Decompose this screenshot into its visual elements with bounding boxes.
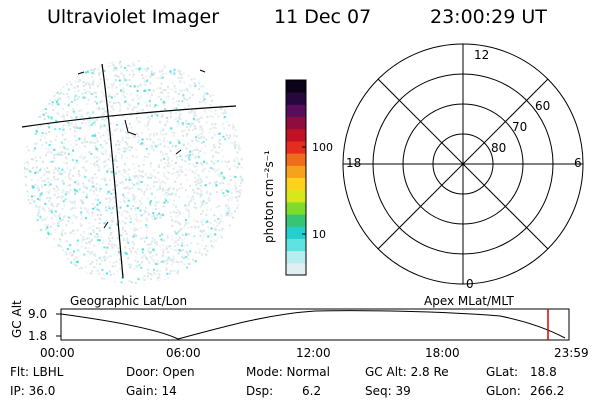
xtick-1800: 18:00: [425, 346, 460, 360]
colorbar-segment: [286, 140, 306, 154]
coastline-fragments: [77, 69, 206, 229]
glon-value: 266.2: [530, 384, 565, 398]
meridian-line: [101, 63, 124, 279]
colorbar-segment: [286, 153, 306, 166]
altitude-curve: [60, 310, 566, 340]
colorbar-segment: [286, 104, 306, 118]
ytick-1-8: 1.8: [28, 329, 48, 343]
colorbar-segment: [286, 189, 306, 203]
geographic-label: Geographic Lat/Lon: [70, 294, 188, 308]
mode-readout: Mode: Normal: [246, 365, 330, 379]
mlt-18-label: 18: [346, 156, 362, 170]
instrument-title: Ultraviolet Imager: [47, 6, 220, 28]
xtick-0000: 00:00: [40, 346, 75, 360]
mlt-12-label: 12: [474, 48, 490, 62]
colorbar-segment: [286, 214, 306, 227]
colorbar-segment: [286, 177, 306, 191]
mlt-6-label: 6: [574, 156, 582, 170]
lat-80-label: 80: [491, 141, 507, 155]
colorbar-segment: [286, 116, 306, 130]
colorbar-segment: [286, 250, 306, 264]
glon-label: GLon:: [486, 384, 521, 398]
xtick-2359: 23:59: [554, 346, 589, 360]
door-readout: Door: Open: [126, 365, 195, 379]
colorbar-segment: [286, 226, 306, 239]
colorbar-segment: [286, 262, 306, 276]
glat-value: 18.8: [530, 365, 557, 379]
date-label: 11 Dec 07: [274, 6, 372, 28]
dsp-label: Dsp:: [246, 384, 274, 398]
lat-60-label: 60: [535, 99, 551, 113]
filter-readout: Flt: LBHL: [10, 365, 64, 379]
colorbar-segment: [286, 238, 306, 252]
colorbar-tick-10: 10: [312, 228, 326, 241]
altitude-ylabel: GC Alt: [10, 300, 24, 338]
lat-70-label: 70: [512, 120, 528, 134]
ip-readout: IP: 36.0: [10, 384, 56, 398]
dsp-value: 6.2: [302, 384, 322, 398]
seq-readout: Seq: 39: [365, 384, 411, 398]
xtick-1200: 12:00: [296, 346, 331, 360]
latitude-line: [21, 105, 237, 128]
colorbar-segment: [286, 80, 306, 93]
ytick-9: 9.0: [28, 307, 48, 321]
glat-label: GLat:: [486, 365, 519, 379]
xtick-0600: 06:00: [166, 346, 201, 360]
colorbar: [285, 79, 307, 276]
gcalt-readout: GC Alt: 2.8 Re: [365, 365, 449, 379]
colorbar-segment: [286, 128, 306, 142]
colorbar-segment: [286, 201, 306, 215]
colorbar-segment: [286, 165, 306, 178]
colorbar-segment: [286, 92, 306, 105]
colorbar-gradient: [286, 80, 306, 276]
mlt-0-label: 0: [466, 277, 474, 291]
time-label: 23:00:29 UT: [430, 6, 547, 28]
gain-readout: Gain: 14: [126, 384, 177, 398]
colorbar-tick-100: 100: [312, 141, 333, 154]
apex-label: Apex MLat/MLT: [424, 294, 514, 308]
